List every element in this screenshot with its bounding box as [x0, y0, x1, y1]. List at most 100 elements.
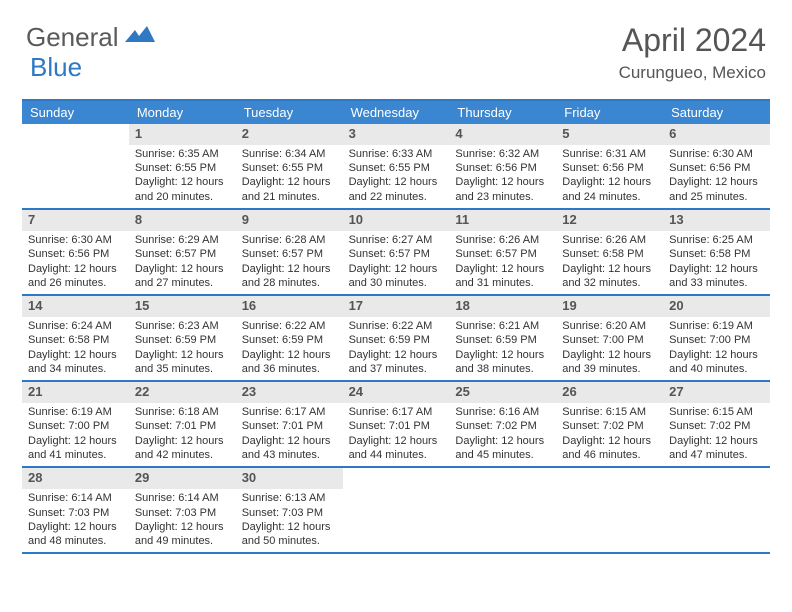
day-details: Sunrise: 6:14 AMSunset: 7:03 PMDaylight:… — [22, 489, 129, 552]
calendar-cell: 2Sunrise: 6:34 AMSunset: 6:55 PMDaylight… — [236, 124, 343, 208]
sunrise-line: Sunrise: 6:26 AM — [455, 233, 550, 247]
daylight-line: Daylight: 12 hours and 23 minutes. — [455, 175, 550, 204]
calendar-cell: 4 Sunrise: 6:32 AMSunset: 6:56 PMDaylight… — [449, 124, 556, 208]
daylight-line: Daylight: 12 hours and 30 minutes. — [349, 262, 444, 291]
sunset-line: Sunset: 6:57 PM — [349, 247, 444, 261]
day-details: Sunrise: 6:21 AMSunset: 6:59 PMDaylight:… — [449, 317, 556, 380]
calendar-week: 21Sunrise: 6:19 AMSunset: 7:00 PMDayligh… — [22, 382, 770, 468]
daylight-line: Daylight: 12 hours and 40 minutes. — [669, 348, 764, 377]
calendar-cell: 5Sunrise: 6:31 AMSunset: 6:56 PMDaylight… — [556, 124, 663, 208]
sunset-line: Sunset: 7:00 PM — [28, 419, 123, 433]
sunrise-line: Sunrise: 6:15 AM — [562, 405, 657, 419]
daylight-line: Daylight: 12 hours and 39 minutes. — [562, 348, 657, 377]
calendar-cell: 27Sunrise: 6:15 AMSunset: 7:02 PMDayligh… — [663, 382, 770, 466]
daylight-line: Daylight: 12 hours and 35 minutes. — [135, 348, 230, 377]
sunset-line: Sunset: 6:58 PM — [669, 247, 764, 261]
day-details: Sunrise: 6:22 AMSunset: 6:59 PMDaylight:… — [343, 317, 450, 380]
sunset-line: Sunset: 6:58 PM — [562, 247, 657, 261]
calendar: SundayMondayTuesdayWednesdayThursdayFrid… — [22, 99, 770, 554]
day-details: Sunrise: 6:20 AMSunset: 7:00 PMDaylight:… — [556, 317, 663, 380]
sunrise-line: Sunrise: 6:32 AM — [455, 147, 550, 161]
sunset-line: Sunset: 7:02 PM — [669, 419, 764, 433]
calendar-cell: 22Sunrise: 6:18 AMSunset: 7:01 PMDayligh… — [129, 382, 236, 466]
daylight-line: Daylight: 12 hours and 47 minutes. — [669, 434, 764, 463]
day-number: 19 — [556, 296, 663, 317]
calendar-cell: 30Sunrise: 6:13 AMSunset: 7:03 PMDayligh… — [236, 468, 343, 552]
sunrise-line: Sunrise: 6:28 AM — [242, 233, 337, 247]
calendar-cell-empty — [22, 124, 129, 208]
day-header-sunday: Sunday — [22, 101, 129, 124]
sunset-line: Sunset: 7:01 PM — [242, 419, 337, 433]
daylight-line: Daylight: 12 hours and 31 minutes. — [455, 262, 550, 291]
daylight-line: Daylight: 12 hours and 24 minutes. — [562, 175, 657, 204]
sunset-line: Sunset: 6:57 PM — [242, 247, 337, 261]
daylight-line: Daylight: 12 hours and 46 minutes. — [562, 434, 657, 463]
calendar-cell: 19Sunrise: 6:20 AMSunset: 7:00 PMDayligh… — [556, 296, 663, 380]
sunrise-line: Sunrise: 6:27 AM — [349, 233, 444, 247]
calendar-cell: 23Sunrise: 6:17 AMSunset: 7:01 PMDayligh… — [236, 382, 343, 466]
daylight-line: Daylight: 12 hours and 41 minutes. — [28, 434, 123, 463]
calendar-cell: 15Sunrise: 6:23 AMSunset: 6:59 PMDayligh… — [129, 296, 236, 380]
day-details: Sunrise: 6:19 AMSunset: 7:00 PMDaylight:… — [22, 403, 129, 466]
sunrise-line: Sunrise: 6:22 AM — [349, 319, 444, 333]
day-details: Sunrise: 6:17 AMSunset: 7:01 PMDaylight:… — [343, 403, 450, 466]
daylight-line: Daylight: 12 hours and 45 minutes. — [455, 434, 550, 463]
logo: General — [26, 22, 157, 53]
day-number: 22 — [129, 382, 236, 403]
logo-wave-icon — [125, 24, 155, 51]
sunrise-line: Sunrise: 6:24 AM — [28, 319, 123, 333]
calendar-cell: 25Sunrise: 6:16 AMSunset: 7:02 PMDayligh… — [449, 382, 556, 466]
day-number: 23 — [236, 382, 343, 403]
sunset-line: Sunset: 6:55 PM — [349, 161, 444, 175]
calendar-cell: 24Sunrise: 6:17 AMSunset: 7:01 PMDayligh… — [343, 382, 450, 466]
calendar-cell: 16Sunrise: 6:22 AMSunset: 6:59 PMDayligh… — [236, 296, 343, 380]
day-details: Sunrise: 6:34 AMSunset: 6:55 PMDaylight:… — [236, 145, 343, 208]
calendar-week: 7Sunrise: 6:30 AMSunset: 6:56 PMDaylight… — [22, 210, 770, 296]
day-number: 16 — [236, 296, 343, 317]
calendar-cell: 6Sunrise: 6:30 AMSunset: 6:56 PMDaylight… — [663, 124, 770, 208]
calendar-cell: 1Sunrise: 6:35 AMSunset: 6:55 PMDaylight… — [129, 124, 236, 208]
calendar-cell-empty — [556, 468, 663, 552]
day-number: 21 — [22, 382, 129, 403]
sunset-line: Sunset: 7:00 PM — [669, 333, 764, 347]
day-details: Sunrise: 6:18 AMSunset: 7:01 PMDaylight:… — [129, 403, 236, 466]
day-header-monday: Monday — [129, 101, 236, 124]
day-number: 30 — [236, 468, 343, 489]
day-number: 17 — [343, 296, 450, 317]
sunset-line: Sunset: 6:56 PM — [455, 161, 550, 175]
sunset-line: Sunset: 6:59 PM — [135, 333, 230, 347]
daylight-line: Daylight: 12 hours and 48 minutes. — [28, 520, 123, 549]
day-details: Sunrise: 6:28 AMSunset: 6:57 PMDaylight:… — [236, 231, 343, 294]
day-header-tuesday: Tuesday — [236, 101, 343, 124]
calendar-cell: 13Sunrise: 6:25 AMSunset: 6:58 PMDayligh… — [663, 210, 770, 294]
day-number: 28 — [22, 468, 129, 489]
day-number: 2 — [236, 124, 343, 145]
day-number: 14 — [22, 296, 129, 317]
sunrise-line: Sunrise: 6:23 AM — [135, 319, 230, 333]
sunset-line: Sunset: 6:57 PM — [455, 247, 550, 261]
sunrise-line: Sunrise: 6:22 AM — [242, 319, 337, 333]
calendar-cell: 17Sunrise: 6:22 AMSunset: 6:59 PMDayligh… — [343, 296, 450, 380]
day-number: 4 — [449, 124, 556, 145]
sunrise-line: Sunrise: 6:19 AM — [669, 319, 764, 333]
page-title: April 2024 — [619, 22, 766, 59]
sunrise-line: Sunrise: 6:21 AM — [455, 319, 550, 333]
day-details: Sunrise: 6:17 AMSunset: 7:01 PMDaylight:… — [236, 403, 343, 466]
calendar-cell: 10Sunrise: 6:27 AMSunset: 6:57 PMDayligh… — [343, 210, 450, 294]
sunrise-line: Sunrise: 6:26 AM — [562, 233, 657, 247]
sunset-line: Sunset: 7:02 PM — [562, 419, 657, 433]
daylight-line: Daylight: 12 hours and 33 minutes. — [669, 262, 764, 291]
sunrise-line: Sunrise: 6:25 AM — [669, 233, 764, 247]
daylight-line: Daylight: 12 hours and 42 minutes. — [135, 434, 230, 463]
sunset-line: Sunset: 7:03 PM — [135, 506, 230, 520]
sunrise-line: Sunrise: 6:14 AM — [135, 491, 230, 505]
daylight-line: Daylight: 12 hours and 22 minutes. — [349, 175, 444, 204]
day-header-friday: Friday — [556, 101, 663, 124]
calendar-cell: 8Sunrise: 6:29 AMSunset: 6:57 PMDaylight… — [129, 210, 236, 294]
day-details: Sunrise: 6:26 AMSunset: 6:57 PMDaylight:… — [449, 231, 556, 294]
day-number: 7 — [22, 210, 129, 231]
day-header-thursday: Thursday — [449, 101, 556, 124]
sunset-line: Sunset: 6:59 PM — [349, 333, 444, 347]
daylight-line: Daylight: 12 hours and 26 minutes. — [28, 262, 123, 291]
sunrise-line: Sunrise: 6:33 AM — [349, 147, 444, 161]
